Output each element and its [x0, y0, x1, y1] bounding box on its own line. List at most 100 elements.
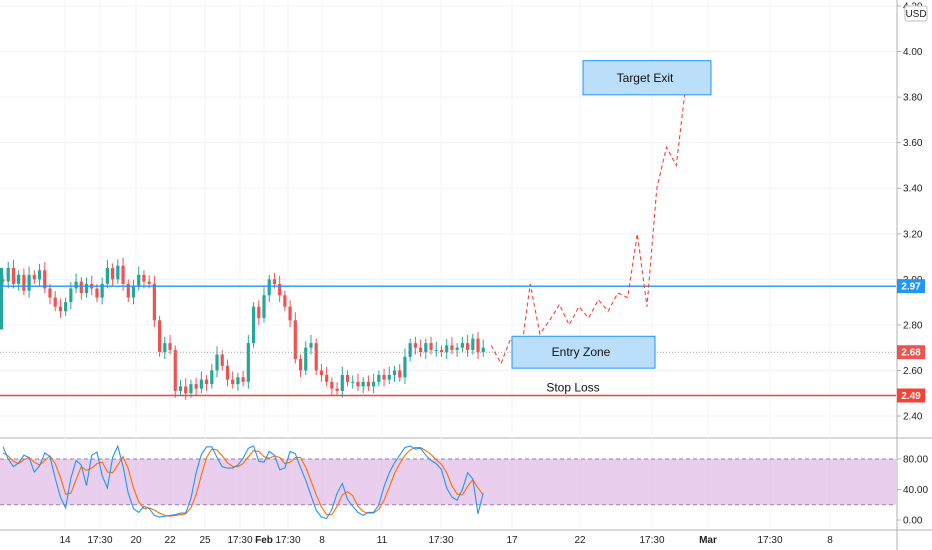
candle-body — [392, 370, 397, 375]
candle-body — [215, 354, 219, 371]
candle — [476, 332, 480, 360]
candle — [283, 290, 287, 312]
entry-zone-label: Entry Zone — [552, 345, 611, 359]
candle-body — [398, 370, 402, 378]
candle-body — [429, 343, 433, 350]
price-tick-label: 4.00 — [903, 47, 923, 58]
time-tick-label: 8 — [319, 535, 325, 546]
candle-body — [288, 306, 292, 321]
stop-loss-badge-label: 2.49 — [901, 391, 921, 402]
candle-body — [236, 377, 240, 385]
annotations[interactable]: Target Exit Entry Zone Stop Loss — [511, 60, 712, 395]
candle — [53, 291, 57, 312]
candle — [17, 270, 21, 291]
time-tick-label: Feb — [255, 535, 273, 546]
candle-body — [372, 381, 376, 387]
candle — [142, 270, 146, 289]
price-tick-label: 3.80 — [903, 93, 923, 104]
candle — [184, 378, 188, 401]
candle-body — [121, 265, 125, 284]
currency-badge[interactable]: USD — [904, 5, 928, 22]
candle-body — [413, 343, 417, 348]
candle — [314, 338, 318, 375]
candle — [251, 302, 256, 348]
candle-body — [95, 288, 99, 298]
candle-body — [340, 375, 344, 391]
candle-body — [194, 384, 198, 389]
candle-body — [163, 343, 167, 353]
candle-body — [126, 283, 130, 298]
candle-body — [48, 288, 52, 298]
candle — [178, 380, 183, 396]
projection-path — [490, 80, 690, 365]
candle-body — [257, 306, 261, 319]
time-tick-label: 17 — [506, 535, 518, 546]
candle — [377, 370, 381, 387]
time-tick-label: Mar — [699, 535, 717, 546]
candle — [204, 375, 209, 391]
candle — [366, 375, 370, 391]
entry-zone-box[interactable]: Entry Zone — [511, 335, 656, 369]
candle-body — [330, 381, 334, 389]
target-exit-label: Target Exit — [617, 71, 674, 85]
candle — [382, 368, 386, 387]
osc-tick-label: 80.00 — [903, 455, 928, 466]
candle-body — [142, 274, 146, 282]
candle-body — [403, 356, 407, 378]
time-tick-label: 17:30 — [428, 535, 453, 546]
candle — [111, 263, 115, 287]
candle-body — [158, 320, 162, 353]
candle — [403, 348, 407, 385]
candle — [293, 312, 297, 364]
candle-body — [184, 386, 188, 394]
candle — [173, 345, 177, 398]
candle — [137, 266, 141, 291]
candle — [460, 336, 464, 353]
candle-body — [225, 365, 230, 380]
candle-body — [58, 306, 63, 312]
candle-body — [22, 274, 26, 291]
candle-body — [204, 379, 209, 385]
candle-body — [419, 347, 423, 353]
candle-body — [283, 295, 287, 307]
candle — [471, 334, 475, 355]
time-tick-label: 25 — [199, 535, 211, 546]
candle-body — [152, 283, 156, 321]
candle — [398, 364, 402, 382]
candle-body — [309, 343, 313, 348]
price-axis[interactable]: 2.402.602.803.003.203.403.603.804.004.20… — [897, 2, 928, 527]
candle-body — [246, 343, 250, 382]
overbought-oversold-band — [0, 459, 896, 505]
time-tick-label: 20 — [130, 535, 142, 546]
candle-body — [377, 375, 381, 382]
candle-body — [481, 347, 485, 353]
candle — [58, 298, 63, 319]
candle — [48, 283, 52, 305]
time-tick-label: 11 — [377, 535, 388, 546]
osc-tick-label: 40.00 — [903, 485, 928, 496]
candle — [465, 334, 470, 357]
candle-body — [465, 343, 470, 350]
candle — [27, 266, 31, 298]
currency-label: USD — [905, 9, 926, 20]
candle — [439, 345, 444, 357]
candle — [105, 259, 109, 289]
price-tick-label: 3.60 — [903, 138, 923, 149]
candle — [116, 259, 120, 284]
stop-loss-label[interactable]: Stop Loss — [546, 381, 599, 395]
candle-body — [304, 347, 308, 371]
candle — [126, 279, 130, 303]
entry-zone-rect — [511, 335, 656, 369]
candle — [309, 334, 313, 355]
candle-body — [100, 283, 104, 298]
candle — [100, 277, 104, 305]
candle — [408, 338, 412, 362]
candle-body — [6, 267, 10, 282]
candle-body — [325, 375, 329, 382]
target-exit-box[interactable]: Target Exit — [582, 60, 712, 96]
candle — [131, 279, 136, 305]
time-axis[interactable]: 14 17:30 20 22 25 17:30 Feb 17:30 8 11 17:30 17 22 17… — [59, 535, 833, 546]
candle-body — [79, 281, 83, 293]
candle-body — [210, 370, 214, 385]
